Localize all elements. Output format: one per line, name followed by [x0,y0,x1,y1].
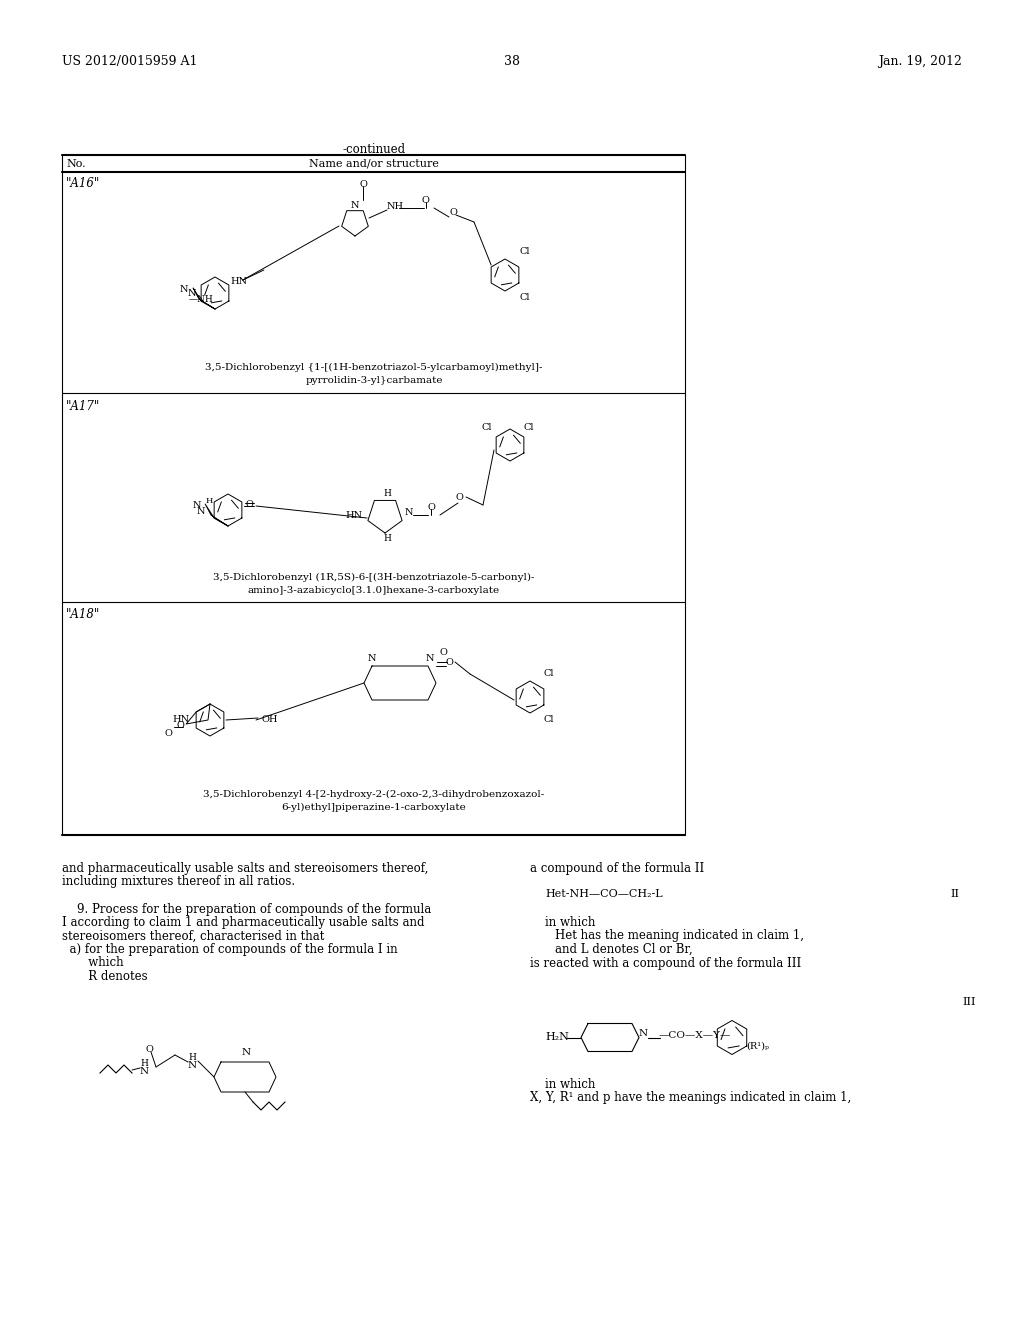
Text: HN: HN [230,277,248,286]
Text: Cl: Cl [482,422,493,432]
Text: OH: OH [261,715,278,723]
Text: O: O [446,657,454,667]
Text: "A18": "A18" [66,609,100,620]
Text: HN: HN [345,511,362,520]
Text: H: H [383,488,391,498]
Text: -continued: -continued [342,143,406,156]
Text: O: O [164,729,172,738]
Text: Cl: Cl [544,669,555,678]
Text: O: O [456,492,464,502]
Text: N: N [426,653,434,663]
Text: N: N [197,507,206,516]
Text: which: which [62,957,124,969]
Text: stereoisomers thereof, characterised in that: stereoisomers thereof, characterised in … [62,929,325,942]
Text: and pharmaceutically usable salts and stereoisomers thereof,: and pharmaceutically usable salts and st… [62,862,428,875]
Text: R denotes: R denotes [62,970,147,983]
Text: 3,5-Dichlorobenzyl 4-[2-hydroxy-2-(2-oxo-2,3-dihydrobenzoxazol-: 3,5-Dichlorobenzyl 4-[2-hydroxy-2-(2-oxo… [204,789,545,799]
Text: H: H [206,498,213,506]
Text: H: H [383,535,391,543]
Text: H₂N: H₂N [545,1031,569,1041]
Text: a) for the preparation of compounds of the formula I in: a) for the preparation of compounds of t… [62,942,397,956]
Text: III: III [962,997,976,1007]
Text: N: N [406,508,414,517]
Text: a compound of the formula II: a compound of the formula II [530,862,705,875]
Text: N: N [179,285,187,294]
Text: O: O [146,1045,154,1053]
Text: (R¹)ₚ: (R¹)ₚ [746,1041,769,1051]
Text: —NH: —NH [188,294,213,304]
Text: US 2012/0015959 A1: US 2012/0015959 A1 [62,55,198,69]
Text: "A16": "A16" [66,177,100,190]
Text: O: O [360,180,368,189]
Text: 3,5-Dichlorobenzyl (1R,5S)-6-[(3H-benzotriazole-5-carbonyl)-: 3,5-Dichlorobenzyl (1R,5S)-6-[(3H-benzot… [213,573,535,582]
Text: 38: 38 [504,55,520,69]
Text: N: N [193,502,201,510]
Text: NH: NH [387,202,404,211]
Text: N: N [351,201,359,210]
Text: II: II [950,888,959,899]
Text: and L denotes Cl or Br,: and L denotes Cl or Br, [555,942,692,956]
Text: H: H [140,1059,147,1068]
Text: 3,5-Dichlorobenzyl {1-[(1H-benzotriazol-5-ylcarbamoyl)methyl]-: 3,5-Dichlorobenzyl {1-[(1H-benzotriazol-… [205,363,543,372]
Text: HN: HN [172,715,189,723]
Text: N: N [242,1048,251,1057]
Text: O: O [440,648,447,657]
Text: O: O [246,500,254,510]
Text: N: N [368,653,377,663]
Text: Jan. 19, 2012: Jan. 19, 2012 [879,55,962,69]
Text: N: N [188,289,197,298]
Text: "A17": "A17" [66,400,100,413]
Text: I according to claim 1 and pharmaceutically usable salts and: I according to claim 1 and pharmaceutica… [62,916,425,929]
Text: N: N [188,1061,198,1071]
Text: H: H [188,1053,196,1063]
Text: 9. Process for the preparation of compounds of the formula: 9. Process for the preparation of compou… [62,903,431,916]
Text: Cl: Cl [519,247,529,256]
Text: O: O [176,721,184,730]
Text: pyrrolidin-3-yl}carbamate: pyrrolidin-3-yl}carbamate [305,376,442,385]
Text: X, Y, R¹ and p have the meanings indicated in claim 1,: X, Y, R¹ and p have the meanings indicat… [530,1092,851,1105]
Text: —CO—X—Y—: —CO—X—Y— [659,1031,731,1040]
Text: N: N [639,1030,648,1039]
Text: O: O [428,503,436,512]
Text: N: N [140,1067,150,1076]
Text: including mixtures thereof in all ratios.: including mixtures thereof in all ratios… [62,875,295,888]
Text: in which: in which [545,916,595,929]
Text: Het has the meaning indicated in claim 1,: Het has the meaning indicated in claim 1… [555,929,804,942]
Text: Cl: Cl [519,293,529,302]
Text: 6-yl)ethyl]piperazine-1-carboxylate: 6-yl)ethyl]piperazine-1-carboxylate [282,803,466,812]
Text: O: O [421,195,429,205]
Text: No.: No. [66,158,86,169]
Text: amino]-3-azabicyclo[3.1.0]hexane-3-carboxylate: amino]-3-azabicyclo[3.1.0]hexane-3-carbo… [248,586,500,595]
Text: is reacted with a compound of the formula III: is reacted with a compound of the formul… [530,957,801,969]
Text: Cl: Cl [544,715,555,723]
Text: O: O [449,209,457,216]
Text: Het-NH—CO—CH₂-L: Het-NH—CO—CH₂-L [545,888,663,899]
Text: in which: in which [545,1078,595,1092]
Text: Cl: Cl [524,422,535,432]
Text: Name and/or structure: Name and/or structure [309,158,439,169]
